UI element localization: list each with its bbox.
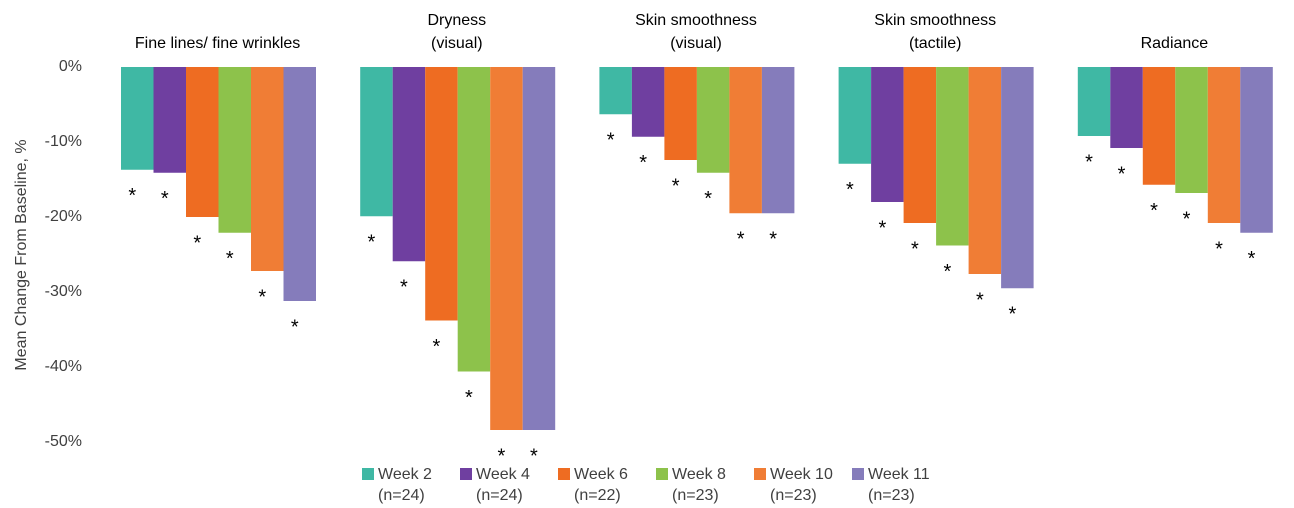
bar [664,67,697,160]
bar [1110,67,1143,148]
significance-marker: * [530,445,538,467]
bar [696,67,730,173]
bar [251,67,284,271]
bar [936,67,969,246]
bar [1207,67,1241,223]
significance-marker: * [258,286,266,308]
significance-marker: * [672,175,680,197]
bar [457,67,491,372]
legend-note: (n=24) [476,487,523,504]
significance-marker: * [128,185,136,207]
bar [186,67,219,217]
category-label: Radiance [1141,35,1209,52]
legend-note: (n=23) [868,487,915,504]
bar [1077,67,1111,136]
significance-marker: * [878,217,886,239]
y-axis-label: Mean Change From Baseline, % [13,139,30,370]
bar [153,67,186,173]
legend-note: (n=23) [672,487,719,504]
legend-note: (n=23) [770,487,817,504]
significance-marker: * [400,277,408,299]
bar [283,67,316,301]
significance-marker: * [368,232,376,254]
bar [838,67,872,164]
significance-marker: * [161,188,169,210]
bar [1175,67,1208,193]
significance-marker: * [1150,200,1158,222]
y-tick-label: -50% [45,433,82,450]
legend-label: Week 4 [476,466,530,483]
bar [121,67,154,170]
legend-note: (n=24) [378,487,425,504]
bar [425,67,458,321]
bar [599,67,632,115]
significance-marker: * [1183,208,1191,230]
significance-marker: * [911,238,919,260]
bar [968,67,1002,274]
bar [1240,67,1273,233]
category-label: (tactile) [909,35,961,52]
significance-marker: * [704,188,712,210]
significance-marker: * [193,232,201,254]
legend-note: (n=22) [574,487,621,504]
legend-swatch [362,468,374,480]
legend-label: Week 11 [868,466,930,483]
significance-marker: * [291,316,299,338]
significance-marker: * [943,261,951,283]
significance-marker: * [498,445,506,467]
significance-marker: * [1008,304,1016,326]
bar [631,67,665,137]
category-label: Dryness [427,12,486,29]
legend-swatch [852,468,864,480]
significance-marker: * [639,152,647,174]
legend-swatch [558,468,570,480]
y-tick-label: -30% [45,283,82,300]
bar [761,67,795,214]
significance-marker: * [976,289,984,311]
legend-label: Week 8 [672,466,726,483]
significance-marker: * [1085,151,1093,173]
bar [392,67,426,262]
bar [1142,67,1176,185]
significance-marker: * [846,179,854,201]
category-label: Fine lines/ fine wrinkles [135,35,300,52]
y-tick-label: -10% [45,133,82,150]
legend-swatch [754,468,766,480]
significance-marker: * [1248,248,1256,270]
legend-label: Week 10 [770,466,833,483]
significance-marker: * [737,229,745,251]
category-label: (visual) [670,35,722,52]
legend-label: Week 6 [574,466,628,483]
significance-marker: * [769,229,777,251]
significance-marker: * [607,130,615,152]
y-tick-label: -40% [45,358,82,375]
bar [903,67,937,223]
significance-marker: * [226,248,234,270]
legend-swatch [656,468,668,480]
bar [871,67,904,202]
category-label: Skin smoothness [635,12,757,29]
y-tick-label: -20% [45,208,82,225]
bar [522,67,556,430]
bar [490,67,523,430]
significance-marker: * [1215,238,1223,260]
legend-swatch [460,468,472,480]
y-tick-label: 0% [59,58,82,75]
legend-label: Week 2 [378,466,432,483]
bar [360,67,393,217]
bar [1001,67,1034,289]
bar [729,67,762,214]
significance-marker: * [465,387,473,409]
bar [218,67,251,233]
category-label: Skin smoothness [874,12,996,29]
category-label: (visual) [431,35,483,52]
significance-marker: * [1118,163,1126,185]
significance-marker: * [433,336,441,358]
